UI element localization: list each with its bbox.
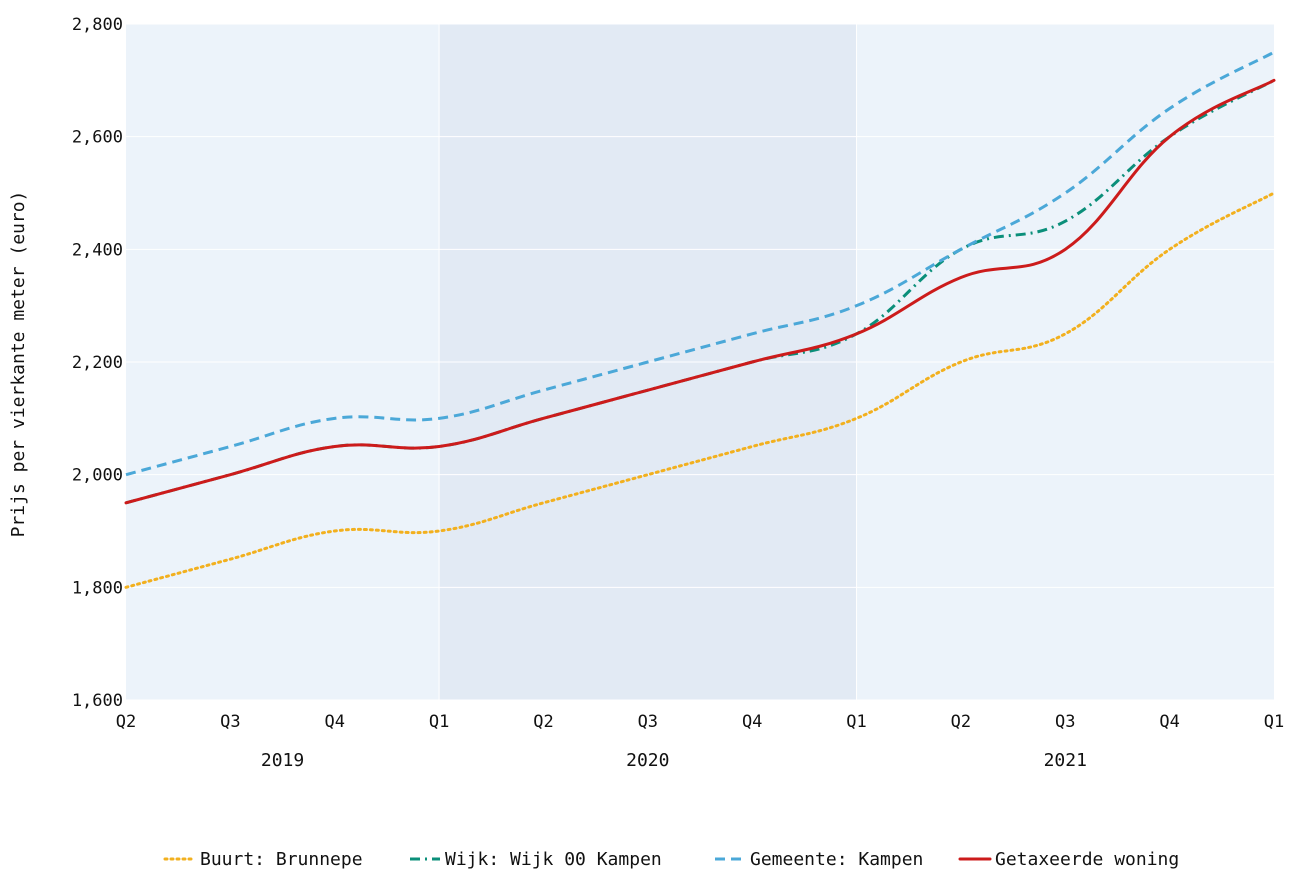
data-point [434, 413, 444, 423]
y-tick-label: 2,400 [72, 240, 123, 260]
x-tick-label: Q4 [742, 712, 762, 732]
data-point [747, 329, 757, 339]
series-line-2 [125, 50, 1275, 477]
legend: Buurt: Brunnepe Wijk: Wijk 00 Kampen Gemee… [163, 849, 1179, 870]
data-point [225, 442, 235, 452]
data-point [1269, 75, 1279, 85]
data-point [643, 470, 653, 480]
x-tick-label: Q3 [1055, 712, 1075, 732]
y-tick-label: 2,600 [72, 128, 123, 148]
x-tick-label: Q4 [324, 712, 344, 732]
year-label: 2019 [261, 750, 304, 771]
grid-lines [126, 23, 1274, 701]
y-tick-label: 2,800 [72, 15, 123, 35]
x-axis: Q2 Q3 Q4 Q1 Q2 Q3 Q4 Q1 Q2 Q3 Q4 Q1 [116, 712, 1284, 732]
legend-item: Buurt: Brunnepe [163, 849, 363, 870]
data-point [434, 526, 444, 536]
x-tick-label: Q2 [533, 712, 553, 732]
data-point [643, 385, 653, 395]
year-label: 2020 [626, 750, 669, 771]
data-point [538, 498, 548, 508]
data-point [538, 413, 548, 423]
data-point [1269, 47, 1279, 57]
y-tick-label: 2,000 [72, 466, 123, 486]
legend-label: Wijk: Wijk 00 Kampen [445, 849, 662, 870]
data-point [852, 329, 862, 339]
data-point [852, 301, 862, 311]
series-line-0 [124, 191, 1276, 589]
legend-label: Getaxeerde woning [995, 849, 1179, 870]
data-point [1060, 329, 1070, 339]
data-point [225, 470, 235, 480]
data-point [225, 554, 235, 564]
data-point [956, 357, 966, 367]
data-point [330, 413, 340, 423]
y-tick-label: 2,200 [72, 353, 123, 373]
data-point [1060, 188, 1070, 198]
data-point [747, 357, 757, 367]
x-tick-label: Q1 [1264, 712, 1284, 732]
data-point [121, 498, 131, 508]
x-tick-label: Q3 [638, 712, 658, 732]
legend-item: Getaxeerde woning [958, 849, 1179, 870]
legend-item: Gemeente: Kampen [715, 849, 923, 870]
data-point [852, 413, 862, 423]
y-tick-label: 1,800 [72, 578, 123, 598]
data-point [956, 244, 966, 254]
series-layer [121, 47, 1279, 589]
x-tick-label: Q1 [429, 712, 449, 732]
legend-item: Wijk: Wijk 00 Kampen [410, 849, 662, 870]
data-point [1060, 244, 1070, 254]
x-tick-label: Q4 [1159, 712, 1179, 732]
year-labels: 2019 2020 2021 [261, 750, 1087, 771]
y-tick-label: 1,600 [72, 691, 123, 711]
data-point [1165, 104, 1175, 114]
series-line-1 [125, 79, 1275, 505]
data-point [747, 442, 757, 452]
series-line-3 [124, 78, 1276, 505]
y-axis: 1,600 1,800 2,000 2,200 2,400 2,600 2,800 [72, 15, 123, 711]
x-tick-label: Q3 [220, 712, 240, 732]
data-point [643, 357, 653, 367]
data-point [434, 442, 444, 452]
data-point [538, 385, 548, 395]
year-label: 2021 [1044, 750, 1087, 771]
y-axis-label: Prijs per vierkante meter (euro) [8, 191, 29, 538]
data-point [956, 273, 966, 283]
data-point [1269, 188, 1279, 198]
data-point [1165, 132, 1175, 142]
x-tick-label: Q1 [846, 712, 866, 732]
x-tick-label: Q2 [116, 712, 136, 732]
data-point [330, 442, 340, 452]
data-point [330, 526, 340, 536]
x-tick-label: Q2 [951, 712, 971, 732]
data-point [1060, 216, 1070, 226]
legend-label: Gemeente: Kampen [750, 849, 923, 870]
data-point [1165, 244, 1175, 254]
legend-label: Buurt: Brunnepe [200, 849, 363, 870]
